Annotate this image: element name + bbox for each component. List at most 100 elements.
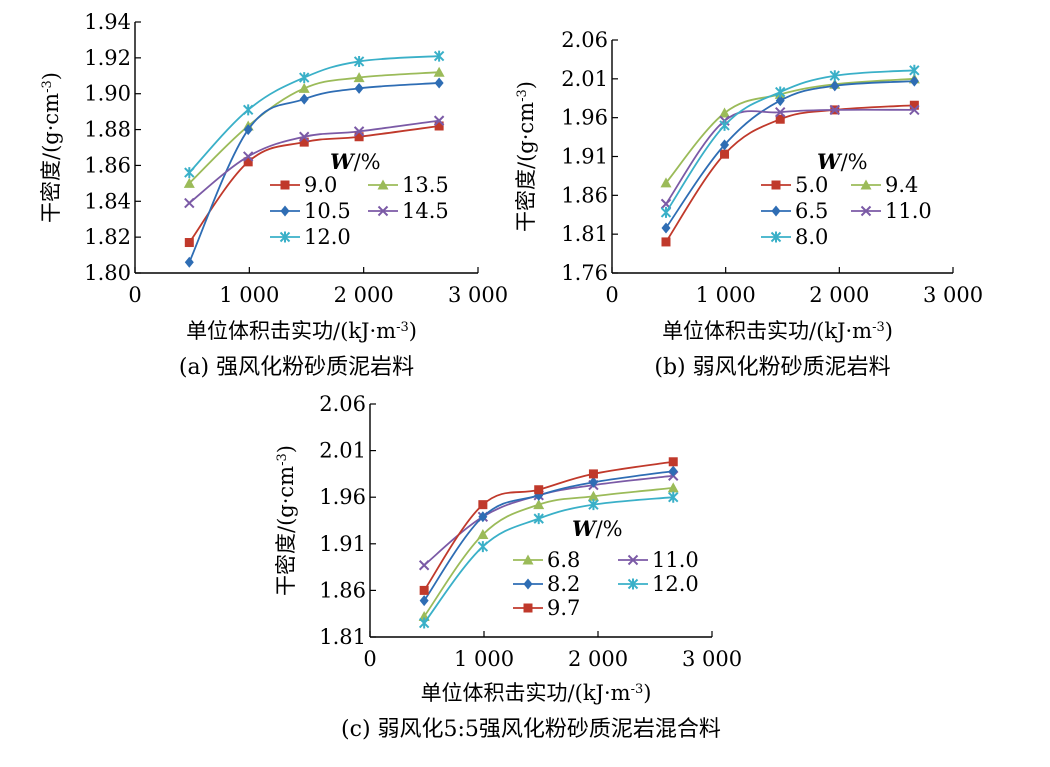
- legend-swatch-marker: [627, 554, 639, 566]
- data-point: [433, 115, 445, 126]
- y-tick-label: 1.91: [561, 145, 608, 169]
- data-point: [661, 222, 671, 234]
- data-point: [354, 132, 364, 142]
- legend-swatch-marker: [771, 205, 781, 217]
- x-tick-label: 2 000: [809, 283, 869, 307]
- data-point: [775, 114, 785, 124]
- chart-caption: (c) 弱风化5:5强风化粉砂质泥岩混合料: [341, 717, 721, 742]
- legend: W/%9.0 13.5 10.5 14.5 12.0: [270, 149, 449, 249]
- data-point: [298, 82, 310, 93]
- data-point: [775, 107, 786, 118]
- data-point: [909, 100, 919, 110]
- data-point: [354, 82, 364, 94]
- series-12.0: [184, 50, 445, 179]
- chart-panel-a: 1.80 1.82 1.84 1.86 1.88 1.90 1.92 1.94 0 1 000 2 …: [39, 10, 508, 380]
- y-tick-label: 1.96: [319, 485, 366, 509]
- data-point: [184, 238, 194, 248]
- x-tick-label: 1 000: [696, 283, 756, 307]
- legend-entry-label: 14.5: [402, 199, 449, 223]
- y-tick-label: 1.90: [84, 82, 131, 106]
- series-11.0: [660, 104, 920, 210]
- data-point: [434, 77, 444, 89]
- legend-swatch-marker: [377, 205, 389, 217]
- y-axis-label: 干密度/(g·cm-3): [274, 445, 298, 596]
- series-5.0: [661, 100, 919, 247]
- data-point: [433, 50, 445, 62]
- data-point: [477, 541, 489, 553]
- data-point: [775, 86, 786, 98]
- legend-entry-label: 11.0: [885, 199, 932, 223]
- data-point: [720, 139, 730, 151]
- legend-entry-label: 6.5: [795, 199, 828, 223]
- legend-entry-label: 9.0: [304, 173, 337, 197]
- x-axis-label: 单位体积击实功/(kJ·m-3): [186, 319, 417, 343]
- x-tick-label: 1 000: [219, 283, 279, 307]
- series-12.0: [418, 491, 679, 629]
- x-axis-label: 单位体积击实功/(kJ·m-3): [662, 319, 893, 343]
- series-line: [665, 69, 915, 213]
- y-tick-label: 1.81: [561, 222, 608, 246]
- y-tick-label: 2.01: [561, 67, 608, 91]
- data-point: [433, 66, 445, 77]
- legend-title: W/%: [330, 149, 381, 174]
- data-point: [299, 93, 309, 105]
- data-point: [534, 485, 544, 495]
- data-point: [587, 490, 599, 501]
- legend-swatch-marker: [279, 231, 291, 243]
- series-line: [665, 77, 915, 184]
- y-tick-label: 1.88: [84, 118, 131, 142]
- x-tick-label: 3 000: [682, 647, 742, 671]
- data-point: [660, 206, 672, 218]
- data-point: [719, 107, 731, 118]
- data-point: [299, 72, 310, 84]
- data-point: [588, 499, 599, 511]
- series-13.5: [183, 66, 445, 188]
- legend: W/%5.0 9.4 6.5 11.0 8.0: [761, 149, 932, 249]
- data-point: [909, 75, 919, 87]
- data-point: [434, 121, 444, 131]
- data-point: [668, 465, 678, 477]
- chart-panel-b: 1.76 1.81 1.86 1.91 1.96 2.01 2.06 0 1 000 2 000 3…: [514, 28, 983, 380]
- legend-swatch-marker: [771, 180, 781, 190]
- legend-title: W/%: [572, 516, 623, 541]
- y-axis-label: 干密度/(g·cm-3): [514, 81, 538, 232]
- series-8.0: [660, 64, 920, 218]
- legend-swatch-marker: [523, 578, 533, 590]
- data-point: [588, 476, 598, 488]
- data-point: [775, 95, 785, 107]
- x-tick-label: 3 000: [448, 283, 508, 307]
- x-axis-label: 单位体积击实功/(kJ·m-3): [421, 681, 652, 705]
- data-point: [353, 72, 365, 83]
- y-tick-label: 1.84: [84, 189, 131, 213]
- legend-entry-label: 12.0: [304, 225, 351, 249]
- data-point: [242, 151, 254, 162]
- x-tick-label: 2 000: [568, 647, 628, 671]
- series-14.5: [184, 115, 445, 209]
- legend-swatch-marker: [522, 554, 534, 565]
- series-10.5: [184, 77, 444, 268]
- data-point: [660, 177, 672, 188]
- data-point: [719, 119, 730, 131]
- data-point: [478, 511, 488, 523]
- y-tick-label: 1.76: [561, 261, 608, 285]
- legend-entry-label: 10.5: [304, 199, 351, 223]
- y-tick-label: 1.96: [561, 106, 608, 130]
- data-point: [829, 70, 840, 82]
- legend-swatch-marker: [860, 179, 872, 190]
- legend-swatch-marker: [627, 578, 639, 590]
- series-line: [188, 71, 440, 185]
- data-point: [184, 167, 195, 179]
- y-tick-label: 1.92: [84, 46, 131, 70]
- x-tick-label: 0: [128, 283, 141, 307]
- legend-entry-label: 12.0: [652, 572, 699, 596]
- legend: W/% 6.8 11.0 8.2 12.0 9.7: [513, 516, 699, 620]
- data-point: [661, 237, 671, 247]
- legend-entry-label: 9.7: [547, 596, 580, 620]
- data-point: [299, 131, 310, 142]
- x-tick-label: 0: [363, 647, 376, 671]
- data-point: [243, 124, 253, 136]
- y-tick-label: 1.94: [84, 10, 131, 34]
- data-point: [720, 149, 730, 159]
- y-tick-label: 1.81: [319, 625, 366, 649]
